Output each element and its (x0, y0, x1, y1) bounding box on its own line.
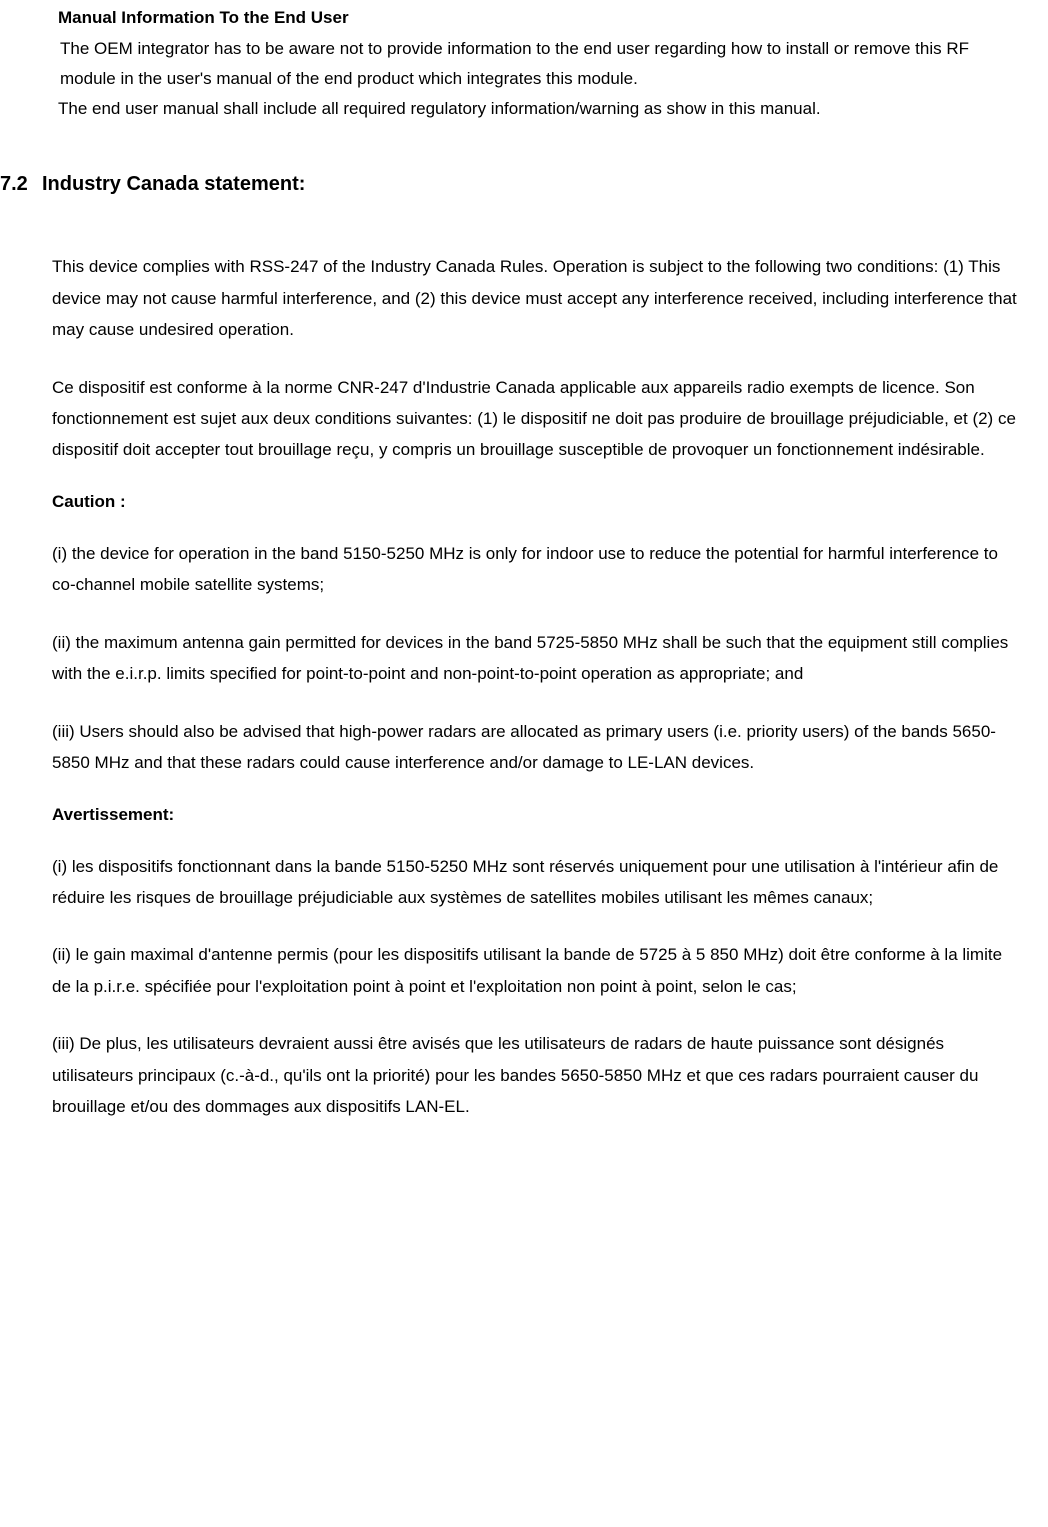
caution-item-3: (iii) Users should also be advised that … (52, 716, 1018, 779)
manual-info-heading: Manual Information To the End User (58, 8, 1028, 28)
avertissement-label: Avertissement: (52, 805, 1018, 825)
section-heading-row: 7.2 Industry Canada statement: (0, 173, 1028, 196)
caution-item-1: (i) the device for operation in the band… (52, 538, 1018, 601)
compliance-para-fr: Ce dispositif est conforme à la norme CN… (52, 372, 1018, 466)
content-block: This device complies with RSS-247 of the… (52, 251, 1018, 1122)
manual-info-para-2: The end user manual shall include all re… (58, 94, 1028, 124)
avertissement-item-2: (ii) le gain maximal d'antenne permis (p… (52, 939, 1018, 1002)
section-number: 7.2 (0, 173, 42, 196)
compliance-para-en: This device complies with RSS-247 of the… (52, 251, 1018, 345)
manual-info-section: Manual Information To the End User The O… (58, 8, 1028, 123)
caution-label: Caution : (52, 492, 1018, 512)
avertissement-item-3: (iii) De plus, les utilisateurs devraien… (52, 1028, 1018, 1122)
caution-item-2: (ii) the maximum antenna gain permitted … (52, 627, 1018, 690)
section-title: Industry Canada statement: (42, 173, 305, 196)
avertissement-item-1: (i) les dispositifs fonctionnant dans la… (52, 851, 1018, 914)
manual-info-para-1: The OEM integrator has to be aware not t… (60, 34, 1028, 94)
